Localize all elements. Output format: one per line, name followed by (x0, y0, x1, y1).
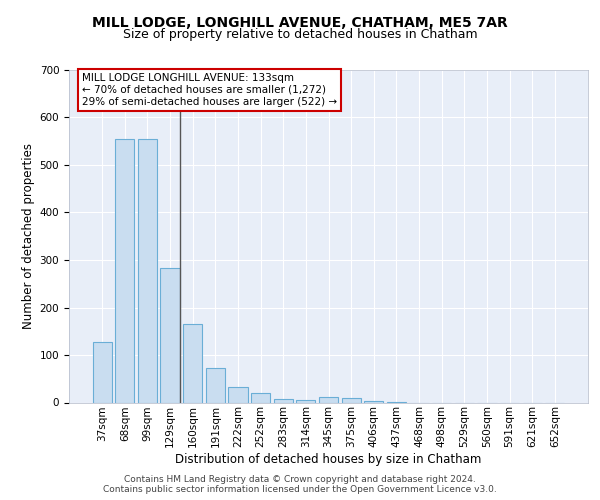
Bar (160, 268, 180, 402)
Bar (138, 139, 157, 402)
Bar (319, 397, 338, 402)
Bar (229, 387, 248, 402)
Text: MILL LODGE LONGHILL AVENUE: 133sqm
← 70% of detached houses are smaller (1,272)
: MILL LODGE LONGHILL AVENUE: 133sqm ← 70%… (82, 74, 337, 106)
Bar (274, 398, 293, 402)
Text: Contains HM Land Registry data © Crown copyright and database right 2024.
Contai: Contains HM Land Registry data © Crown c… (103, 474, 497, 494)
Bar (251, 393, 270, 402)
Bar (92, 342, 112, 402)
X-axis label: Distribution of detached houses by size in Chatham: Distribution of detached houses by size … (175, 453, 482, 466)
Bar (206, 368, 225, 402)
Y-axis label: Number of detached properties: Number of detached properties (22, 143, 35, 329)
Text: Size of property relative to detached houses in Chatham: Size of property relative to detached ho… (122, 28, 478, 41)
Bar (341, 398, 361, 402)
Bar (115, 139, 134, 402)
Text: MILL LODGE, LONGHILL AVENUE, CHATHAM, ME5 7AR: MILL LODGE, LONGHILL AVENUE, CHATHAM, ME… (92, 16, 508, 30)
Bar (364, 401, 383, 402)
Bar (296, 400, 316, 402)
Bar (183, 324, 202, 402)
